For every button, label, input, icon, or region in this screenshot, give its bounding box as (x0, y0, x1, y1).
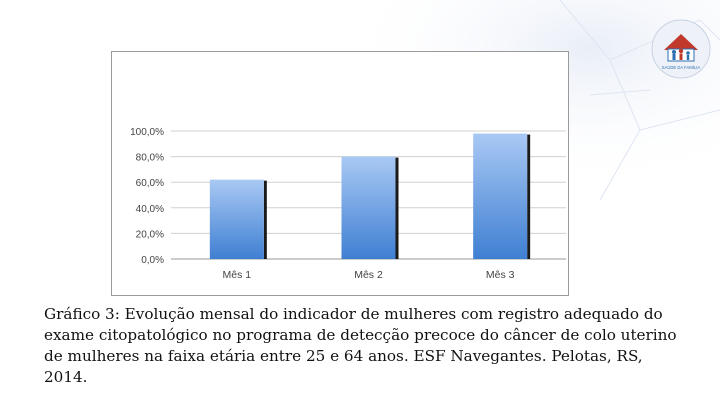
x-tick-label: Mês 2 (354, 269, 383, 281)
y-tick-label: 0,0% (141, 255, 164, 266)
y-tick-label: 20,0% (136, 229, 164, 240)
bar (473, 133, 528, 259)
logo-text: SAÚDE DA FAMÍLIA (662, 65, 701, 70)
bar (341, 156, 396, 259)
bar-shadow (527, 134, 531, 259)
y-tick-label: 40,0% (136, 204, 164, 215)
y-tick-label: 60,0% (136, 178, 164, 189)
family-house-logo-icon: SAÚDE DA FAMÍLIA (650, 18, 712, 80)
chart-frame: 0,0% 20,0% 40,0% 60,0% 80,0% 100,0% Mês 1 Mês 2… (111, 51, 569, 296)
y-tick-label: 100,0% (130, 127, 164, 138)
chart-caption: Gráfico 3: Evolução mensal do indicador … (44, 305, 677, 386)
bar-chart: 0,0% 20,0% 40,0% 60,0% 80,0% 100,0% Mês 1 Mês 2… (130, 127, 566, 281)
x-tick-label: Mês 1 (223, 269, 252, 281)
x-tick-label: Mês 3 (486, 269, 515, 281)
bar (209, 179, 264, 259)
y-tick-label: 80,0% (136, 153, 164, 164)
bar-shadow (395, 157, 399, 259)
bar-shadow (263, 180, 267, 259)
